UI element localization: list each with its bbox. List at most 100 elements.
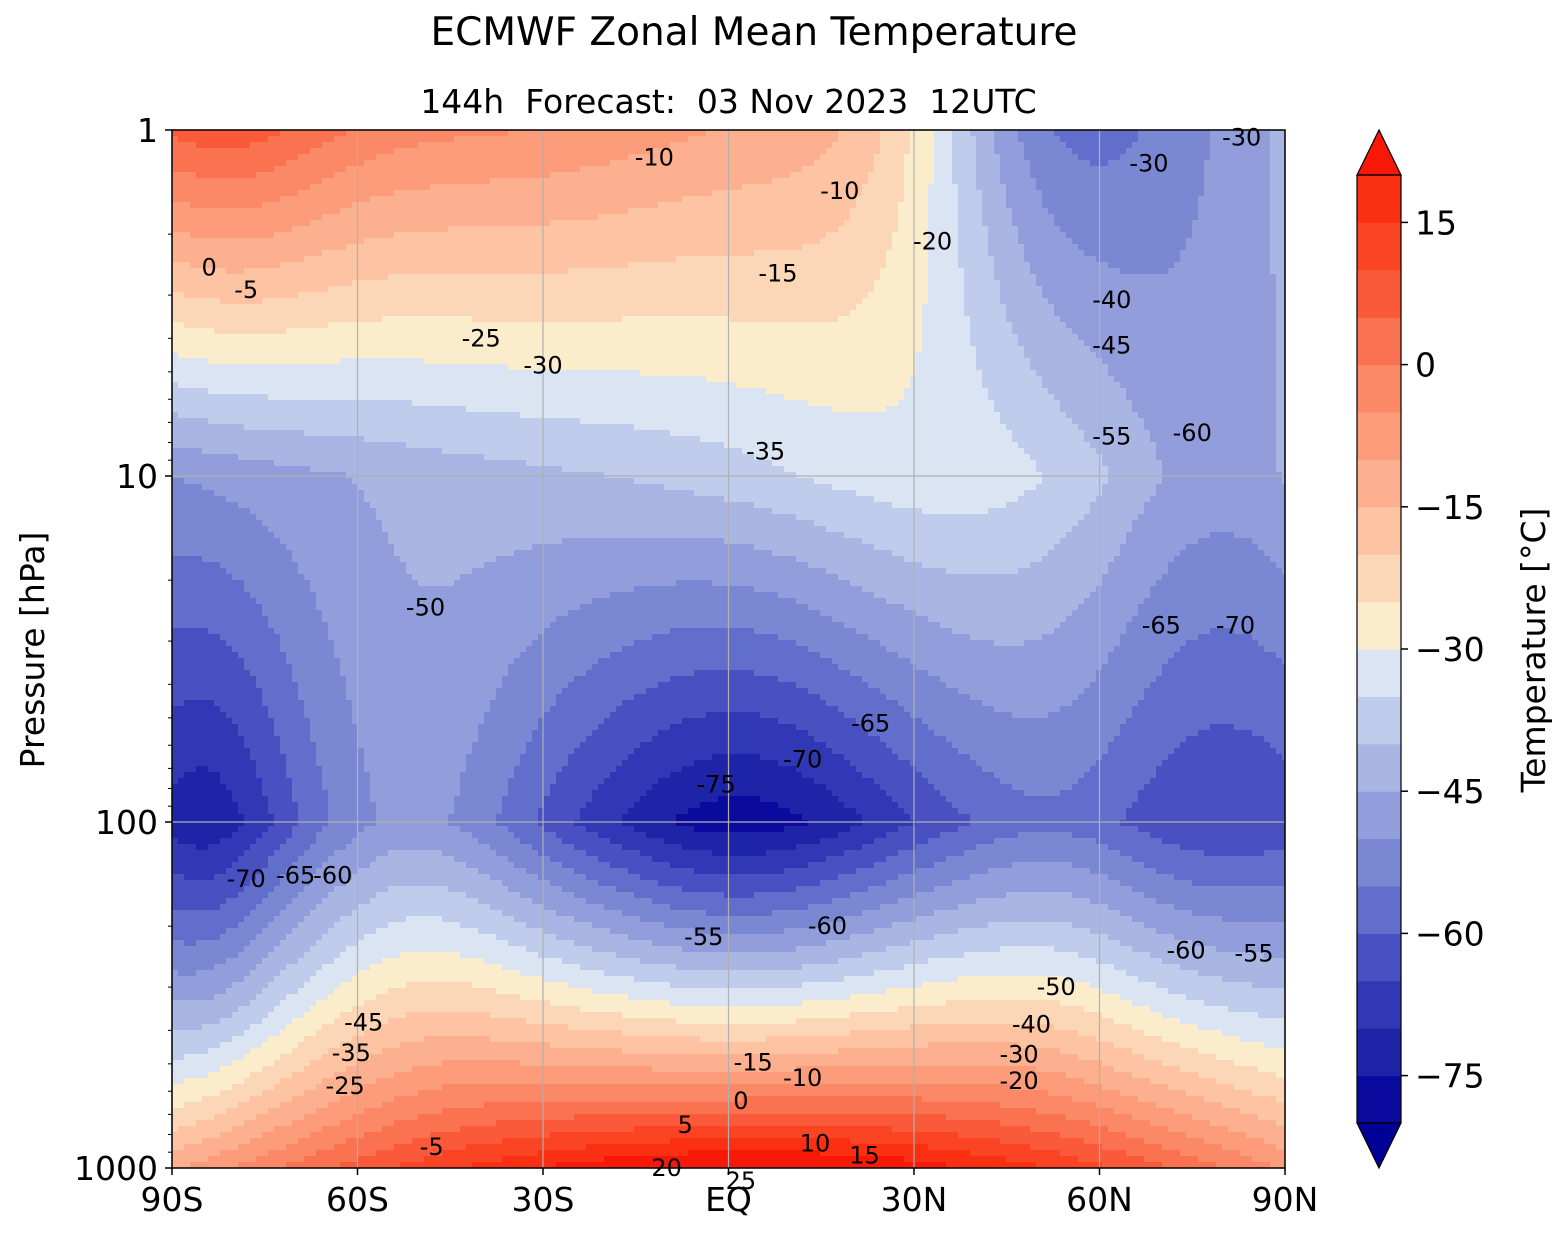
contour-cell: [268, 544, 275, 551]
contour-cell: [328, 478, 335, 485]
contour-cell: [238, 748, 245, 755]
contour-cell: [316, 364, 323, 371]
contour-cell: [190, 826, 197, 833]
contour-cell: [226, 136, 233, 143]
contour-cell: [172, 214, 179, 221]
contour-cell: [298, 676, 305, 683]
contour-cell: [250, 394, 257, 401]
contour-cell: [184, 334, 191, 341]
contour-cell: [238, 1120, 245, 1127]
contour-cell: [196, 994, 203, 1001]
contour-cell: [196, 766, 203, 773]
contour-cell: [268, 472, 275, 479]
contour-cell: [178, 526, 185, 533]
contour-cell: [274, 1012, 281, 1019]
contour-cell: [298, 1090, 305, 1097]
contour-cell: [196, 214, 203, 221]
contour-cell: [232, 922, 239, 929]
contour-cell: [220, 604, 227, 611]
contour-cell: [256, 682, 263, 689]
contour-cell: [184, 1138, 191, 1145]
contour-cell: [274, 646, 281, 653]
contour-cell: [304, 202, 311, 209]
contour-cell: [226, 394, 233, 401]
contour-cell: [202, 604, 209, 611]
contour-cell: [328, 1120, 335, 1127]
contour-cell: [190, 1120, 197, 1127]
contour-cell: [208, 580, 215, 587]
contour-cell: [214, 1066, 221, 1073]
contour-cell: [202, 364, 209, 371]
contour-cell: [334, 616, 341, 623]
contour-cell: [280, 1120, 287, 1127]
contour-cell: [340, 820, 347, 827]
contour-cell: [226, 730, 233, 737]
contour-cell: [340, 1018, 347, 1025]
contour-cell: [244, 1018, 251, 1025]
contour-cell: [322, 724, 329, 731]
contour-cell: [334, 178, 341, 185]
contour-cell: [334, 622, 341, 629]
contour-cell: [214, 826, 221, 833]
contour-cell: [268, 964, 275, 971]
contour-cell: [250, 784, 257, 791]
contour-cell: [322, 382, 329, 389]
contour-cell: [298, 970, 305, 977]
contour-cell: [250, 418, 257, 425]
contour-cell: [226, 1006, 233, 1013]
contour-cell: [250, 844, 257, 851]
contour-cell: [280, 1066, 287, 1073]
contour-cell: [286, 1054, 293, 1061]
contour-cell: [328, 562, 335, 569]
contour-cell: [334, 130, 341, 137]
contour-cell: [292, 1102, 299, 1109]
contour-cell: [328, 214, 335, 221]
contour-cell: [310, 1012, 317, 1019]
contour-cell: [196, 466, 203, 473]
contour-cell: [238, 718, 245, 725]
contour-cell: [286, 814, 293, 821]
contour-cell: [334, 1060, 341, 1067]
contour-cell: [292, 394, 299, 401]
contour-cell: [340, 742, 347, 749]
contour-cell: [328, 700, 335, 707]
contour-cell: [292, 1054, 299, 1061]
contour-cell: [226, 1138, 233, 1145]
contour-cell: [232, 298, 239, 305]
contour-cell: [238, 286, 245, 293]
contour-cell: [304, 670, 311, 677]
contour-cell: [226, 808, 233, 815]
contour-cell: [238, 1114, 245, 1121]
contour-cell: [310, 406, 317, 413]
contour-cell: [238, 760, 245, 767]
contour-cell: [238, 700, 245, 707]
contour-cell: [232, 976, 239, 983]
contour-cell: [274, 970, 281, 977]
contour-cell: [334, 724, 341, 731]
contour-cell: [214, 904, 221, 911]
contour-cell: [280, 358, 287, 365]
contour-cell: [340, 634, 347, 641]
contour-cell: [262, 460, 269, 467]
contour-cell: [286, 976, 293, 983]
contour-cell: [190, 718, 197, 725]
contour-cell: [310, 952, 317, 959]
contour-cell: [292, 382, 299, 389]
contour-cell: [274, 1084, 281, 1091]
contour-cell: [190, 484, 197, 491]
contour-cell: [238, 316, 245, 323]
contour-cell: [292, 778, 299, 785]
contour-cell: [202, 232, 209, 239]
contour-cell: [280, 388, 287, 395]
contour-cell: [226, 520, 233, 527]
contour-cell: [322, 850, 329, 857]
contour-cell: [220, 352, 227, 359]
contour-cell: [196, 448, 203, 455]
contour-cell: [232, 850, 239, 857]
contour-cell: [304, 856, 311, 863]
contour-cell: [274, 490, 281, 497]
contour-cell: [178, 874, 185, 881]
contour-cell: [304, 238, 311, 245]
contour-cell: [256, 298, 263, 305]
contour-cell: [328, 394, 335, 401]
